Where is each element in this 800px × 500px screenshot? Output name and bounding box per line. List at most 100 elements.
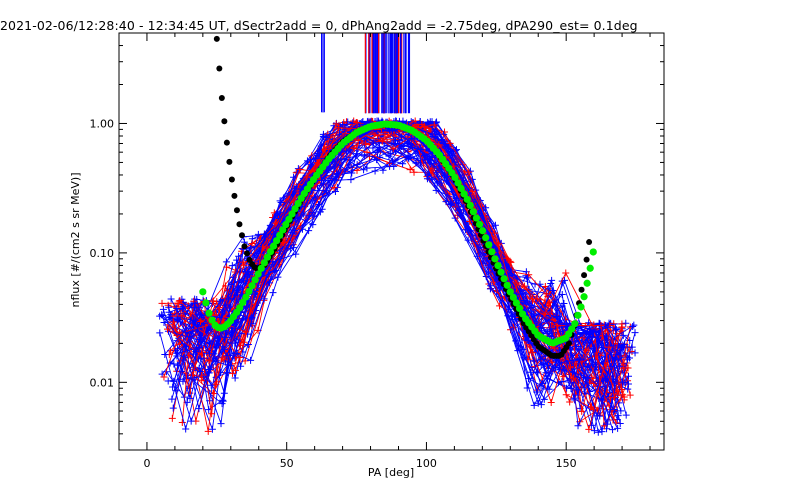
measurement-point [190,316,198,324]
measurement-point [309,202,317,210]
measurement-point [347,176,355,184]
measurement-point [558,291,566,299]
measurement-point [269,258,277,266]
measurement-point [575,355,583,363]
measurement-point [578,407,586,415]
measurement-point [274,210,282,218]
green-fit-point [266,248,275,256]
measurement-point [332,120,340,128]
measurement-point [620,396,628,404]
green-fit-point [199,288,207,296]
measurement-point [586,328,594,336]
black-fit-point [581,272,588,279]
measurement-point [164,325,172,333]
measurement-point [619,331,627,339]
measurement-point [361,152,369,160]
measurement-point [624,385,632,393]
measurement-point [381,131,389,139]
measurement-point [622,411,630,419]
measurement-point [336,130,344,138]
green-fit-point [288,210,296,218]
measurement-point [169,404,177,412]
black-fit-point [238,232,245,239]
measurement-point [240,261,248,269]
y-tick-label: 0.10 [90,247,115,260]
green-fit-point [273,237,281,245]
green-fit-point [236,304,244,312]
measurement-point [231,324,239,332]
measurement-point [343,147,351,155]
measurement-point [327,165,335,173]
measurement-point [587,421,595,429]
measurement-point [400,145,408,153]
measurement-point [631,329,639,337]
measurement-point [520,354,528,362]
green-fit-point [263,253,272,261]
green-fit-point [475,220,484,228]
green-fit-point [269,242,278,250]
measurement-point [233,350,241,358]
measurement-point [337,155,345,163]
measurement-point [363,164,371,172]
measurement-point [558,302,566,310]
measurement-point [567,363,575,371]
measurement-point [197,371,205,379]
measurement-point [242,328,250,336]
green-fit-point [574,311,582,319]
black-fit-point [226,158,233,165]
measurement-point [371,167,379,175]
measurement-point [231,374,239,382]
measurement-point [624,364,632,372]
measurement-point [547,398,555,406]
measurement-point [562,269,570,277]
measurement-point [432,186,440,194]
measurement-point [503,254,511,262]
measurement-point [550,298,558,306]
measurement-point [424,118,432,126]
measurement-point [389,145,397,153]
axes-layer: 0 50 100 150 0.01 0.10 1.00 [90,32,664,470]
green-fit-point [500,275,508,283]
measurement-point [555,359,563,367]
measurement-point [354,136,362,144]
measurement-point [166,314,174,322]
measurement-point [597,322,605,330]
measurement-point [541,310,549,318]
black-fit-point [213,35,220,42]
y-tick-label: 1.00 [90,117,115,130]
measurement-point [160,318,168,326]
measurement-point [194,304,202,312]
measurement-point [296,165,304,173]
measurement-point [299,210,307,218]
measurement-point [486,285,494,293]
measurement-point [580,384,588,392]
measurement-point [473,252,481,260]
measurement-point [270,267,278,275]
green-fit-point [285,215,293,223]
measurement-point [309,221,317,229]
measurement-point [395,142,403,150]
measurement-point [345,161,353,169]
measurement-point [619,391,627,399]
measurement-point [604,329,612,337]
green-fit-point [589,248,597,256]
green-fit-point [276,231,284,239]
measurement-point [176,297,184,305]
measurement-point [521,290,529,298]
black-fit-point [221,118,228,125]
measurement-point [341,128,349,136]
measurement-point [452,194,460,202]
measurement-point [213,298,221,306]
x-axis-label: PA [deg] [368,466,414,479]
measurement-point [495,240,503,248]
black-fit-point [236,221,243,228]
measurement-point [196,317,204,325]
measurement-point [360,166,368,174]
measurement-point [406,166,414,174]
measurement-point [156,329,164,337]
green-fit-point [469,208,477,216]
black-fit-point [216,65,223,72]
measurement-point [311,154,319,162]
black-fit-point [578,286,585,293]
measurement-point [530,401,538,409]
